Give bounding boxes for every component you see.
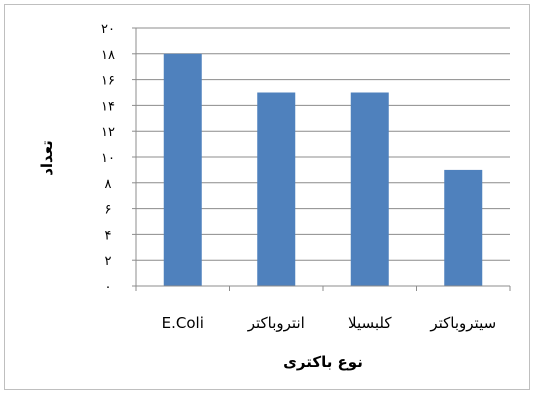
bar: [444, 169, 483, 286]
bar: [350, 92, 389, 286]
y-tick-label: ۲: [105, 254, 112, 269]
x-axis-title: نوع باکتری: [283, 353, 363, 371]
y-tick-label: ۱۰: [101, 151, 115, 166]
y-tick-label: ۴: [105, 228, 112, 243]
x-tick-label: سیتروباکتر: [429, 314, 496, 332]
x-tick-labels: E.Coli انتروباکتر کلبسیلا سیتروباکتر: [162, 314, 497, 332]
y-tick-label: ۸: [105, 177, 112, 192]
y-tick-label: ۱۸: [101, 48, 115, 63]
y-tick-label: ۱۶: [101, 74, 115, 89]
x-tick-label: انتروباکتر: [247, 314, 305, 332]
y-tick-label: ۱۴: [101, 99, 115, 114]
y-axis-title: تعداد: [38, 140, 56, 176]
y-tick-label: ۶: [105, 203, 112, 218]
bar: [163, 53, 202, 286]
y-tick-labels: ۰ ۲ ۴ ۶ ۸ ۱۰ ۱۲ ۱۴ ۱۶ ۱۸ ۲۰: [101, 22, 115, 295]
bar: [257, 92, 296, 286]
y-tick-label: ۱۲: [101, 125, 115, 140]
bars: [163, 53, 483, 286]
x-tick-label: کلبسیلا: [348, 314, 392, 332]
y-tick-label: ۰: [105, 280, 112, 295]
y-tick-label: ۲۰: [101, 22, 115, 37]
axes: [135, 28, 510, 287]
x-tick-label: E.Coli: [162, 314, 204, 332]
